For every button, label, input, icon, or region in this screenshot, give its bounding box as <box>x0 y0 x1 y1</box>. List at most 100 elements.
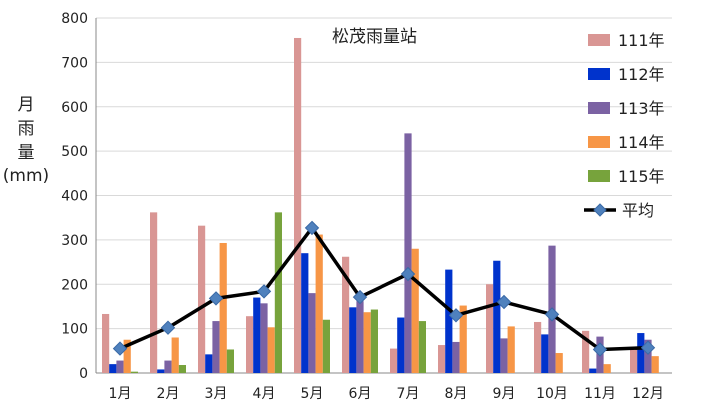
average-point <box>256 284 272 299</box>
bar <box>493 260 501 373</box>
average-point <box>352 289 368 305</box>
bar <box>555 353 563 373</box>
legend-label: 112年 <box>618 65 665 84</box>
bar <box>322 319 330 373</box>
legend-label: 111年 <box>618 31 665 50</box>
bar <box>109 364 117 374</box>
y-tick-label: 800 <box>61 11 88 27</box>
bar <box>534 321 542 373</box>
bar <box>267 327 275 373</box>
bar <box>651 356 659 373</box>
bar <box>486 284 494 373</box>
bars <box>102 37 659 374</box>
x-tick-label: 7月 <box>397 386 420 402</box>
bar <box>356 301 364 373</box>
bar <box>260 303 268 373</box>
bar <box>541 334 549 373</box>
bar <box>445 269 453 373</box>
bar <box>603 364 611 374</box>
bar <box>342 256 350 373</box>
x-tick-label: 12月 <box>632 386 664 402</box>
x-tick-label: 10月 <box>536 386 568 402</box>
bar <box>637 333 645 373</box>
y-tick-label: 0 <box>79 366 88 382</box>
bar <box>315 234 323 373</box>
bar <box>589 368 597 373</box>
average-point <box>592 342 608 357</box>
y-tick-label: 700 <box>61 55 88 71</box>
x-tick-label: 5月 <box>301 386 324 402</box>
bar <box>397 317 405 373</box>
bar <box>349 307 357 373</box>
y-tick-label: 400 <box>61 189 88 205</box>
y-axis-label-line: 雨 <box>18 119 35 139</box>
bar <box>171 337 179 373</box>
average-point <box>112 341 128 356</box>
average-point <box>304 220 320 236</box>
average-line-path <box>119 226 649 352</box>
x-tick-labels: 1月 2月 3月 4月 5月 6月 7月 8月 9月 10月 11月 12月 <box>109 386 664 402</box>
bar <box>212 321 220 373</box>
grid-lines <box>96 17 672 330</box>
average-point <box>160 320 176 335</box>
legend-swatch <box>588 34 610 46</box>
chart-title: 松茂雨量站 <box>332 27 417 47</box>
bar <box>164 360 172 373</box>
bar <box>507 326 515 373</box>
legend-label: 平均 <box>622 201 654 220</box>
legend-label: 115年 <box>618 167 665 186</box>
bar <box>301 253 309 373</box>
y-axis-label-line: 月 <box>18 95 35 115</box>
average-point <box>208 291 224 306</box>
bar <box>644 339 652 373</box>
legend-swatch <box>588 136 610 148</box>
x-tick-label: 3月 <box>205 386 228 402</box>
bar <box>411 248 419 373</box>
x-tick-label: 4月 <box>253 386 276 402</box>
legend-swatch <box>588 68 610 80</box>
y-axis-label-line: (mm) <box>3 166 49 186</box>
bar <box>198 225 206 373</box>
y-tick-labels: 0 100 200 300 400 500 600 700 800 <box>61 11 88 382</box>
bar <box>308 293 316 374</box>
legend-label: 114年 <box>618 133 665 152</box>
bar <box>363 312 371 373</box>
bar <box>370 309 378 373</box>
bar <box>130 371 138 373</box>
bar <box>294 37 302 373</box>
bar <box>157 369 165 373</box>
bar <box>178 365 186 373</box>
bar <box>274 212 282 373</box>
bar <box>452 341 460 373</box>
x-tick-label: 2月 <box>157 386 180 402</box>
y-tick-label: 300 <box>61 233 88 249</box>
bar <box>459 305 467 373</box>
x-tick-label: 1月 <box>109 386 132 402</box>
legend-marker <box>593 203 607 217</box>
y-tick-label: 100 <box>61 322 88 338</box>
y-tick-label: 200 <box>61 277 88 293</box>
y-tick-label: 600 <box>61 100 88 116</box>
bar <box>123 339 131 373</box>
y-tick-label: 500 <box>61 144 88 160</box>
average-point <box>544 307 560 322</box>
bar <box>205 354 213 373</box>
average-point <box>640 340 656 355</box>
x-tick-label: 8月 <box>445 386 468 402</box>
x-tick-label: 9月 <box>493 386 516 402</box>
legend-swatch <box>588 102 610 114</box>
bar <box>500 338 508 373</box>
legend-swatch <box>588 170 610 182</box>
bar <box>390 348 398 373</box>
bar <box>438 345 446 373</box>
legend-label: 113年 <box>618 99 665 118</box>
y-axis-label: 月 雨 量 (mm) <box>3 95 49 186</box>
x-tick-label: 6月 <box>349 386 372 402</box>
y-axis-label-line: 量 <box>18 143 35 163</box>
bar <box>226 349 234 373</box>
bar <box>418 321 426 373</box>
bar <box>102 313 110 373</box>
